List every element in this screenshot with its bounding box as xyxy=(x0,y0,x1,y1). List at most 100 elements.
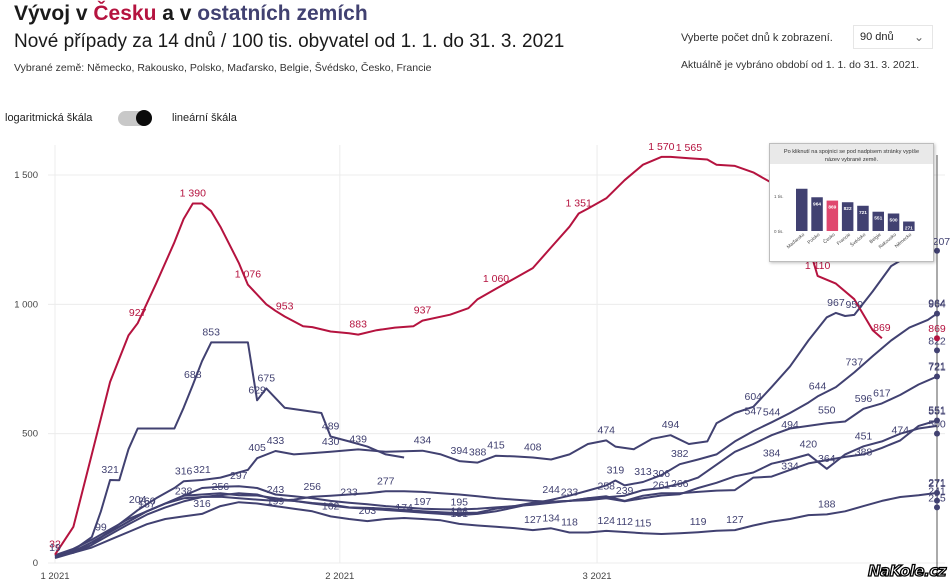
data-label: 439 xyxy=(349,433,367,445)
x-axis: 1 2021 2 2021 3 2021 xyxy=(40,571,611,582)
x-tick-label: 3 2021 xyxy=(583,571,612,582)
inset-bar-value: 500 xyxy=(890,218,898,224)
data-label: 629 xyxy=(248,384,266,396)
end-marker xyxy=(934,504,940,511)
data-label: 204 xyxy=(129,494,147,506)
tooltip-header: Po kliknutí na spojnici se pod nadpisem … xyxy=(770,144,933,164)
data-label: 19 xyxy=(49,542,61,554)
y-tick-label: 500 xyxy=(22,429,38,440)
inset-category-label: Maďarsko xyxy=(786,232,806,251)
inset-category-label: Švédsko xyxy=(849,231,868,248)
data-label: 316 xyxy=(175,465,193,477)
end-marker xyxy=(934,497,940,504)
chevron-down-icon: ⌄ xyxy=(913,30,924,44)
data-label: 675 xyxy=(258,372,276,384)
data-label: 244 xyxy=(542,484,560,496)
series-line-polsko xyxy=(54,312,938,557)
inset-bar-value: 822 xyxy=(844,206,852,212)
days-selector-label: Vyberte počet dnů k zobrazení. xyxy=(681,32,833,44)
series-lines xyxy=(54,155,938,560)
data-label: 119 xyxy=(690,516,707,528)
inset-category-label: Česko xyxy=(822,231,837,245)
y-tick-label: 0 xyxy=(33,558,38,569)
end-marker xyxy=(934,373,940,380)
data-label: 188 xyxy=(818,498,836,510)
end-marker xyxy=(934,417,940,424)
days-select-value: 90 dnů xyxy=(860,31,894,43)
data-label: 927 xyxy=(129,307,147,319)
inset-bar xyxy=(811,197,823,231)
data-label: 474 xyxy=(891,424,909,436)
data-label: 151 xyxy=(450,508,468,520)
data-label: 261 xyxy=(653,479,671,491)
end-label: 215 xyxy=(928,492,946,504)
data-label: 489 xyxy=(322,421,340,433)
data-label: 364 xyxy=(818,453,836,465)
selected-countries: Vybrané země: Německo, Rakousko, Polsko,… xyxy=(14,62,432,74)
x-tick-label: 2 2021 xyxy=(325,571,354,582)
data-label: 233 xyxy=(340,487,358,499)
inset-bar-value: 551 xyxy=(874,216,882,222)
page-title: Vývoj v Česku a v ostatních zemích xyxy=(14,2,368,26)
inset-bar xyxy=(857,205,869,231)
inset-category-label: Belgie xyxy=(868,232,882,245)
data-label: 617 xyxy=(873,387,891,399)
title-others: ostatních zemích xyxy=(197,2,368,25)
data-label: 187 xyxy=(138,499,156,511)
scale-toggle[interactable] xyxy=(118,110,152,126)
data-label: 384 xyxy=(763,448,781,460)
days-select[interactable]: 90 dnů ⌄ xyxy=(853,25,933,49)
end-marker xyxy=(934,430,940,437)
data-label: 239 xyxy=(616,485,634,497)
data-label: 197 xyxy=(414,496,432,508)
end-marker xyxy=(934,489,940,496)
watermark-logo: NaKole.cz xyxy=(867,561,947,580)
data-label: 319 xyxy=(607,464,625,476)
end-marker xyxy=(934,310,940,317)
data-label: 260 xyxy=(138,495,156,507)
data-label: 334 xyxy=(781,461,799,473)
data-label: 256 xyxy=(303,481,321,493)
data-label: 547 xyxy=(744,406,762,418)
data-label: 203 xyxy=(359,505,377,517)
end-label: 964 xyxy=(928,299,946,311)
data-label: 644 xyxy=(809,380,827,392)
data-label: 277 xyxy=(377,475,395,487)
data-label: 124 xyxy=(597,515,615,527)
data-label: 596 xyxy=(855,393,873,405)
data-label: 434 xyxy=(414,435,432,447)
data-label: 256 xyxy=(212,481,230,493)
data-label: 967 xyxy=(827,297,845,309)
series-line-rakousko xyxy=(54,341,405,558)
inset-bar xyxy=(887,213,900,231)
data-label: 118 xyxy=(561,516,578,528)
data-label: 433 xyxy=(267,435,285,447)
inset-y-tick: 1 tis. xyxy=(774,194,784,199)
data-label: 238 xyxy=(175,485,193,497)
end-label: 500 xyxy=(928,419,946,431)
title-part2: a v xyxy=(156,2,198,25)
series-line-německo xyxy=(54,491,938,558)
data-label: 99 xyxy=(95,521,107,533)
data-label: 316 xyxy=(193,498,211,510)
data-label: 688 xyxy=(184,369,202,381)
data-label: 243 xyxy=(267,484,285,496)
data-label: 1 570 xyxy=(648,141,674,153)
data-label: 266 xyxy=(671,478,689,490)
data-label: 32 xyxy=(49,539,61,551)
data-label: 494 xyxy=(781,419,799,431)
data-label: 959 xyxy=(846,299,864,311)
data-label: 297 xyxy=(230,470,248,482)
data-label: 953 xyxy=(276,300,294,312)
data-label: 1 390 xyxy=(180,187,206,199)
inset-bar-value: 721 xyxy=(859,210,867,216)
data-label: 1 076 xyxy=(235,269,261,281)
x-tick-label: 1 2021 xyxy=(40,571,69,582)
y-tick-label: 1 000 xyxy=(14,299,38,310)
data-label: 233 xyxy=(561,487,579,499)
data-label: 115 xyxy=(635,517,652,529)
data-label: 174 xyxy=(395,502,413,514)
data-label: 451 xyxy=(855,430,873,442)
